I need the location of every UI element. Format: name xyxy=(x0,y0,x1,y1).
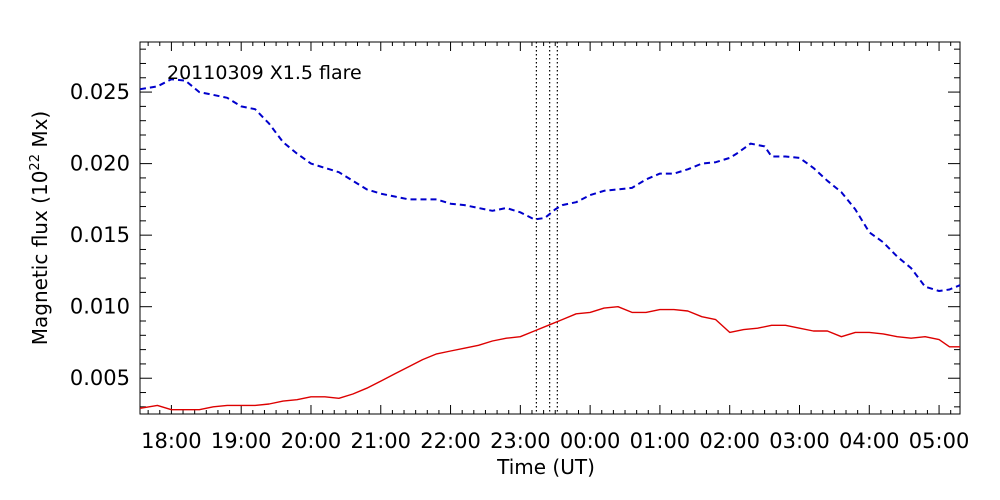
x-tick-label: 02:00 xyxy=(699,429,760,453)
series-line-dashed-blue xyxy=(139,78,961,292)
y-tick-label: 0.025 xyxy=(70,80,130,104)
x-tick-label: 01:00 xyxy=(630,429,691,453)
x-tick-label: 21:00 xyxy=(351,429,412,453)
x-tick-label: 23:00 xyxy=(490,429,551,453)
flare-markers xyxy=(535,42,558,414)
y-axis-ticks: 0.005 0.010 0.015 0.020 0.025 xyxy=(70,48,960,408)
x-tick-label: 03:00 xyxy=(769,429,830,453)
y-tick-label: 0.005 xyxy=(70,366,130,390)
series-line-solid-red xyxy=(139,306,960,411)
x-axis-ticks: 18:00 19:00 20:00 21:00 22:00 23:00 00:00 01:00… xyxy=(141,42,969,453)
x-tick-label: 04:00 xyxy=(839,429,900,453)
series-layer xyxy=(139,78,961,411)
x-tick-label: 22:00 xyxy=(420,429,481,453)
x-tick-label: 18:00 xyxy=(141,429,202,453)
y-tick-label: 0.020 xyxy=(70,152,130,176)
y-axis-title-main: Magnetic flux (10 xyxy=(28,171,52,346)
y-axis-title-exponent: 22 xyxy=(28,154,43,171)
y-axis-title-unit: Mx) xyxy=(28,111,52,154)
y-tick-label: 0.010 xyxy=(70,295,130,319)
x-tick-label: 05:00 xyxy=(909,429,970,453)
y-axis-title: Magnetic flux (1022 Mx) xyxy=(28,111,52,345)
x-tick-label: 00:00 xyxy=(560,429,621,453)
y-tick-label: 0.015 xyxy=(70,223,130,247)
x-tick-label: 20:00 xyxy=(281,429,342,453)
x-axis-title: Time (UT) xyxy=(496,455,595,479)
x-tick-label: 19:00 xyxy=(211,429,272,453)
flare-annotation: 20110309 X1.5 flare xyxy=(167,62,362,84)
